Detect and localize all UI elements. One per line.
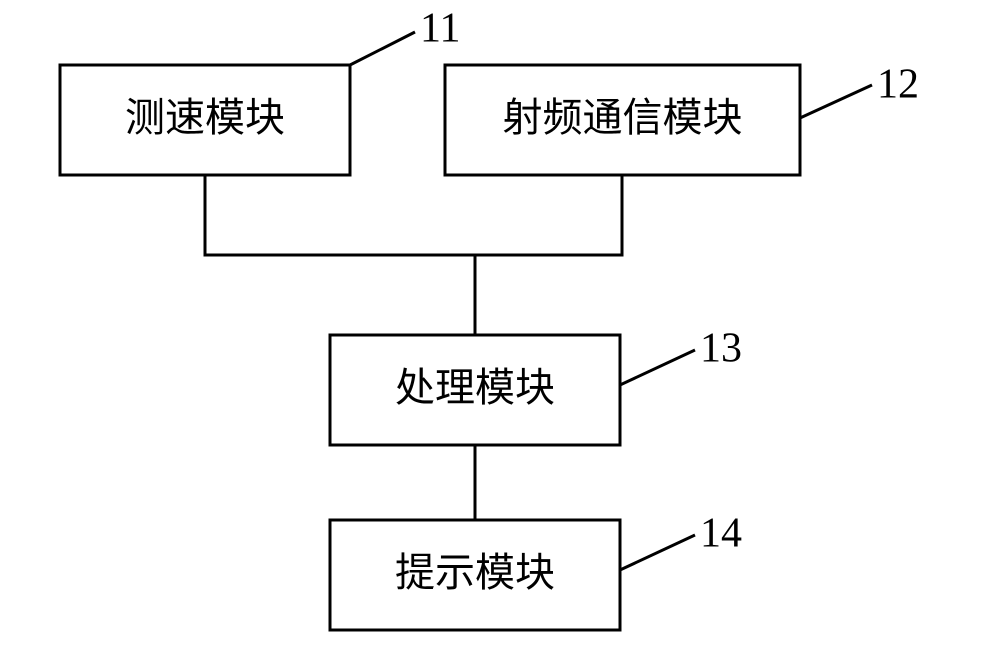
ref-label-n12: 12 (877, 62, 919, 108)
diagram-canvas: 测速模块 11 射频通信模块 12 处理模块 13 提示模块 14 (0, 0, 1000, 671)
node-label-n13: 处理模块 (395, 365, 555, 410)
node-label-n11: 测速模块 (125, 95, 285, 140)
ref-label-n11: 11 (420, 6, 460, 52)
ref-label-n14: 14 (700, 511, 742, 557)
ref-label-n13: 13 (700, 326, 742, 372)
node-label-n12: 射频通信模块 (503, 95, 743, 140)
node-label-n14: 提示模块 (395, 550, 555, 595)
